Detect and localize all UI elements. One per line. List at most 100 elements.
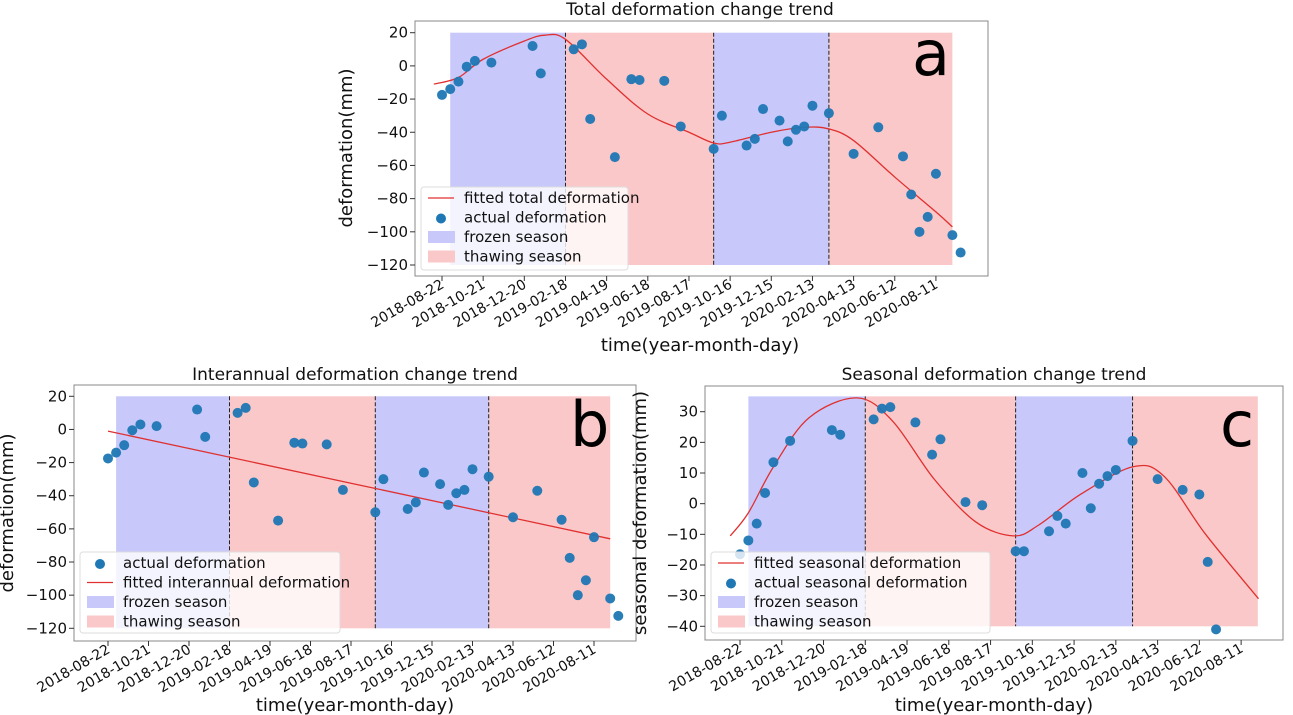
data-point xyxy=(835,429,846,440)
legend-label: fitted total deformation xyxy=(464,189,639,207)
legend-frozen-swatch xyxy=(428,231,455,243)
data-point xyxy=(585,113,596,124)
data-point xyxy=(782,136,793,147)
y-tick-label: −120 xyxy=(367,256,408,274)
y-tick-label: −40 xyxy=(35,487,67,505)
frozen-season-band xyxy=(1015,396,1133,627)
y-tick-label: −20 xyxy=(666,556,698,574)
data-point xyxy=(103,453,113,464)
data-point xyxy=(675,121,686,132)
data-point xyxy=(741,140,752,151)
y-tick-label: −20 xyxy=(35,454,67,472)
data-point xyxy=(613,610,624,621)
fitted-line xyxy=(729,397,1260,600)
data-point xyxy=(826,425,837,436)
data-point xyxy=(1060,518,1071,529)
data-point xyxy=(1085,503,1096,514)
legend-label: frozen season xyxy=(754,593,858,611)
data-point xyxy=(708,143,719,154)
y-tick-label: −60 xyxy=(35,520,67,538)
data-point xyxy=(609,152,620,163)
legend-label: fitted seasonal deformation xyxy=(754,554,961,572)
data-point xyxy=(927,449,938,460)
data-point xyxy=(580,575,591,586)
y-tick-label: 30 xyxy=(679,403,698,421)
fitted-line xyxy=(107,430,611,540)
y-tick-label: −10 xyxy=(666,525,698,543)
data-point xyxy=(437,89,447,100)
frozen-season-band xyxy=(713,32,829,266)
data-point xyxy=(469,55,480,66)
data-point xyxy=(868,414,879,425)
data-point xyxy=(248,477,259,488)
legend-frozen-swatch xyxy=(87,596,114,608)
data-point xyxy=(410,497,421,508)
data-point xyxy=(906,189,917,200)
data-point xyxy=(873,122,884,133)
data-point xyxy=(1177,484,1188,495)
data-point xyxy=(576,39,587,50)
data-point xyxy=(111,447,122,458)
data-point xyxy=(823,108,834,119)
y-tick-label: 0 xyxy=(398,57,408,75)
data-point xyxy=(556,514,567,525)
data-point xyxy=(1127,435,1138,446)
data-point xyxy=(807,100,818,111)
legend-box xyxy=(710,551,991,634)
data-point xyxy=(443,499,454,510)
data-point xyxy=(127,425,138,436)
data-point xyxy=(1018,546,1029,557)
legend-thawing-swatch xyxy=(718,615,745,628)
y-tick-label: 0 xyxy=(57,420,67,438)
data-point xyxy=(897,151,908,162)
data-point xyxy=(790,124,801,135)
data-point xyxy=(568,44,579,55)
data-point xyxy=(634,74,645,85)
data-point xyxy=(273,515,284,526)
data-point xyxy=(589,532,599,543)
data-point xyxy=(564,552,575,563)
data-point xyxy=(1211,624,1222,635)
data-point xyxy=(922,211,933,222)
data-point xyxy=(527,40,538,51)
legend-point-icon xyxy=(726,578,736,589)
y-tick-label: −30 xyxy=(666,587,698,605)
y-tick-label: 20 xyxy=(679,433,698,451)
data-point xyxy=(572,590,583,601)
data-point xyxy=(192,404,203,415)
y-tick-label: 0 xyxy=(688,495,698,513)
data-point xyxy=(453,76,464,87)
data-point xyxy=(1010,546,1021,557)
chart-a: 200−20−40−60−80−100−1202018-08-222018-10… xyxy=(336,0,989,356)
data-point xyxy=(240,402,251,413)
x-axis-label: time(year-month-day) xyxy=(256,695,454,715)
data-point xyxy=(289,437,300,448)
thawing-season-band xyxy=(1132,396,1258,627)
legend-label: actual deformation xyxy=(123,554,266,572)
data-point xyxy=(977,500,988,511)
legend-box xyxy=(79,551,341,634)
legend-thawing-swatch xyxy=(428,250,455,263)
legend-label: actual deformation xyxy=(464,209,607,227)
data-point xyxy=(135,419,146,430)
data-point xyxy=(486,57,497,68)
y-tick-label: 20 xyxy=(389,24,408,42)
legend-thawing-swatch xyxy=(87,615,114,628)
data-point xyxy=(1052,510,1063,521)
data-point xyxy=(200,431,211,442)
data-point xyxy=(848,148,859,159)
chart-c: 3020100−10−20−30−402018-08-222018-10-212… xyxy=(630,365,1284,715)
legend-label: fitted interannual deformation xyxy=(123,574,350,592)
data-point xyxy=(418,467,429,478)
data-point xyxy=(402,503,413,514)
legend-point-icon xyxy=(95,559,105,569)
legend-box xyxy=(420,186,629,271)
frozen-season-band xyxy=(375,396,489,629)
data-point xyxy=(337,484,348,495)
chart-title: Total deformation change trend xyxy=(565,0,834,20)
legend-label: thawing season xyxy=(123,613,241,631)
x-axis-label: time(year-month-day) xyxy=(601,335,799,356)
data-point xyxy=(445,84,456,95)
data-point xyxy=(659,75,670,86)
x-axis-label: time(year-month-day) xyxy=(895,695,1093,715)
